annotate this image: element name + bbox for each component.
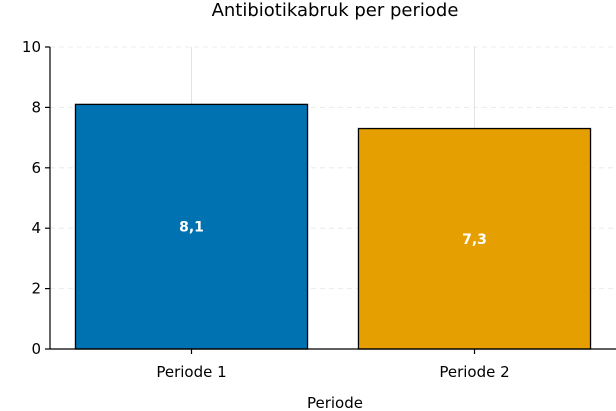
x-tick-label-0: Periode 1 [156, 363, 226, 381]
data-label-1: 8,1 [179, 220, 204, 236]
chart-title: Antibiotikabruk per periode [212, 0, 459, 21]
axes: 0 2 4 6 8 10 Periode 1 Periode 2 [22, 38, 616, 381]
x-axis-label: Periode [307, 394, 363, 411]
y-tick-label-1: 2 [31, 280, 41, 298]
y-tick-label-0: 0 [31, 340, 41, 358]
bar-2 [357, 127, 592, 350]
y-tick-label-2: 4 [31, 219, 41, 237]
bars: 8,1 7,3 [74, 103, 592, 350]
y-tick-label-3: 6 [31, 159, 41, 177]
data-label-2: 7,3 [462, 232, 487, 248]
y-tick-label-4: 8 [31, 98, 41, 116]
x-tick-label-1: Periode 2 [439, 363, 509, 381]
y-tick-label-5: 10 [22, 38, 41, 56]
